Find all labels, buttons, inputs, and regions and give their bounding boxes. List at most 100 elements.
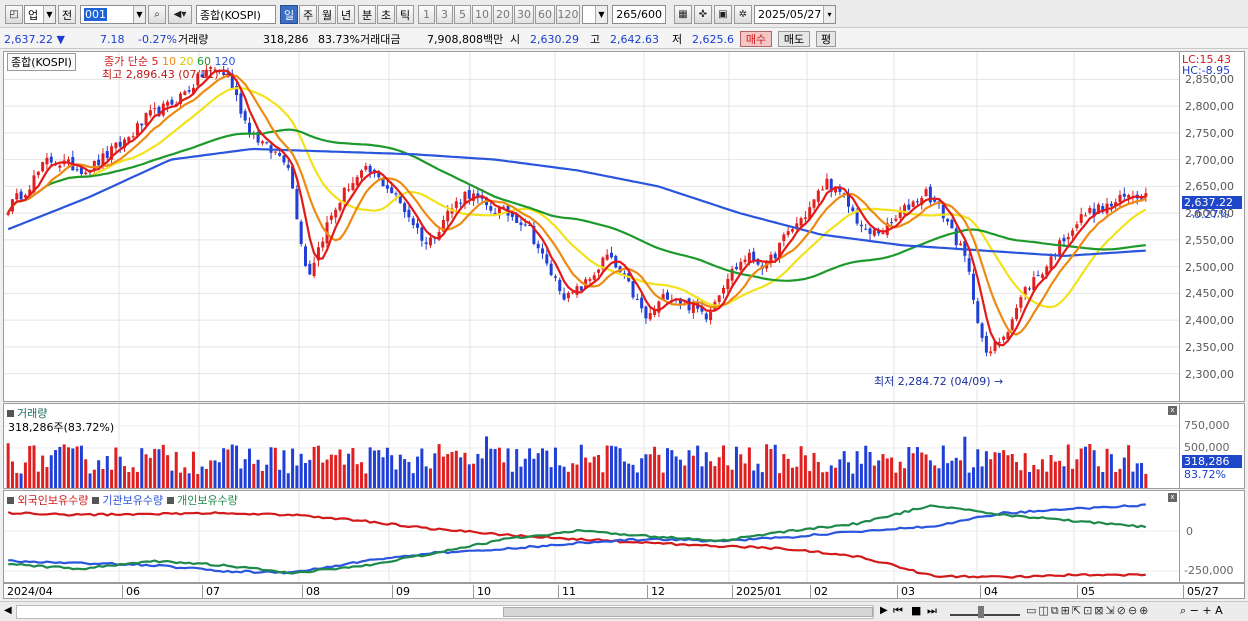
volume-bar <box>1053 461 1057 488</box>
close-pane-icon[interactable]: x <box>1168 493 1177 502</box>
zoom-in-icon[interactable]: + <box>1202 604 1212 617</box>
zoom-out-icon[interactable]: − <box>1189 604 1199 617</box>
speaker-icon[interactable]: ◀▾ <box>168 5 192 24</box>
volume-value: 318,286주(83.72%) <box>8 421 115 434</box>
candle-body <box>838 186 842 192</box>
interval-10[interactable]: 10 <box>472 5 492 24</box>
zoom-slider-handle[interactable] <box>978 606 984 618</box>
interval-1[interactable]: 1 <box>418 5 435 24</box>
window-menu-icon[interactable]: ◰ <box>5 5 23 24</box>
zoom-slider[interactable] <box>950 606 1020 618</box>
price-y-tick: 2,700,00 <box>1185 153 1234 167</box>
x-axis: 2024/04 06 07 08 09 10 11 12 2025/01 02 … <box>3 583 1245 599</box>
volume-bar <box>446 454 450 488</box>
volume-bar <box>437 444 441 488</box>
volume-bar <box>411 473 415 488</box>
interval-30[interactable]: 30 <box>514 5 534 24</box>
candle-body <box>204 69 208 77</box>
volume-bar <box>627 463 631 488</box>
volume-pane[interactable]: 거래량 318,286주(83.72%) x <box>3 403 1180 489</box>
candle-body <box>424 242 428 245</box>
zoom-search-icon[interactable]: ⌕ <box>1180 604 1187 617</box>
ma10-line <box>7 74 1147 336</box>
interval-60[interactable]: 60 <box>535 5 555 24</box>
volume-last-pct: 83.72% <box>1184 468 1226 481</box>
scroll-thumb[interactable] <box>503 607 873 617</box>
volume-bar <box>308 459 312 488</box>
market-select[interactable]: 업 ▼ <box>24 5 56 24</box>
interval-3[interactable]: 3 <box>436 5 453 24</box>
high-label: 고 <box>590 33 601 46</box>
data-count-field[interactable]: 265/600 <box>612 5 666 24</box>
interval-custom-select[interactable]: ▼ <box>582 5 608 24</box>
first-page-icon[interactable]: ⏮ <box>893 604 903 617</box>
candle-body <box>58 165 62 168</box>
prev-button[interactable]: 전 <box>58 5 76 24</box>
volume-bar <box>803 455 807 488</box>
font-size-icon[interactable]: A <box>1215 604 1223 617</box>
scroll-track[interactable] <box>16 605 874 619</box>
interval-20[interactable]: 20 <box>493 5 513 24</box>
scroll-left-icon[interactable]: ◀ <box>4 605 12 616</box>
zoom-controls[interactable]: ⌕ − + A <box>1180 604 1223 618</box>
tab-week[interactable]: 주 <box>299 5 317 24</box>
volume-tick: 750,000 <box>1184 419 1230 432</box>
volume-bar <box>644 454 648 488</box>
save-icon[interactable]: ▣ <box>714 5 732 24</box>
sell-button[interactable]: 매도 <box>778 31 810 47</box>
main-toolbar: ◰ 업 ▼ 전 001 ▼ ⌕ ◀▾ 종합(KOSPI) 일 주 월 년 분 초… <box>0 0 1248 28</box>
tab-year[interactable]: 년 <box>337 5 355 24</box>
candle-body <box>665 292 669 300</box>
volume-title: 거래량 <box>7 405 47 421</box>
volume-bar <box>325 459 329 488</box>
crosshair-icon[interactable]: ✜ <box>694 5 712 24</box>
tab-second[interactable]: 초 <box>377 5 395 24</box>
scroll-right-icon[interactable]: ▶ <box>880 605 888 616</box>
candle-body <box>105 151 109 158</box>
candle-body <box>84 172 88 175</box>
volume-bar <box>846 462 850 488</box>
volume-bar <box>864 445 868 488</box>
candle-body <box>984 335 988 353</box>
last-page-icon[interactable]: ⏭ <box>927 604 937 617</box>
code-input[interactable]: 001 ▼ <box>80 5 146 24</box>
buy-button[interactable]: 매수 <box>740 31 772 47</box>
volume-bar <box>618 448 622 488</box>
price-chart-pane[interactable]: 종합(KOSPI) 종가 단순 5 10 20 60 120 최고 2,896.… <box>3 51 1180 402</box>
amount-value: 7,908,808백만 <box>427 33 504 46</box>
interval-5[interactable]: 5 <box>454 5 471 24</box>
volume-bar <box>859 463 863 488</box>
grid-tools-icon[interactable]: ▦ <box>674 5 692 24</box>
tab-tick[interactable]: 틱 <box>396 5 414 24</box>
volume-bar <box>1032 464 1036 488</box>
volume-bar <box>45 467 49 488</box>
holdings-pane[interactable]: 외국인보유수량 기관보유수량 개인보유수량 x <box>3 490 1180 583</box>
interval-120[interactable]: 120 <box>556 5 580 24</box>
volume-bar <box>653 446 657 488</box>
search-icon[interactable]: ⌕ <box>148 5 166 24</box>
tab-minute[interactable]: 분 <box>358 5 376 24</box>
tab-month[interactable]: 월 <box>318 5 336 24</box>
volume-bar <box>1105 448 1109 488</box>
candle-body <box>286 164 290 168</box>
volume-bar <box>872 465 876 488</box>
tab-day[interactable]: 일 <box>280 5 298 24</box>
candle-body <box>166 101 170 106</box>
stop-icon[interactable]: ■ <box>911 604 922 617</box>
close-pane-icon[interactable]: x <box>1168 406 1177 415</box>
candle-body <box>553 276 557 278</box>
tool-icons[interactable]: ▭◫⧉⊞⇱⊡⊠⇲⊘⊖⊕ <box>1026 604 1151 617</box>
volume-bar <box>454 450 458 488</box>
date-field[interactable]: 2025/05/27 ▾ <box>754 5 836 24</box>
volume-bar <box>700 466 704 488</box>
eval-button[interactable]: 평 <box>816 31 836 47</box>
volume-bar <box>321 462 325 488</box>
candle-body <box>756 259 760 265</box>
x-tick: 08 <box>302 585 320 598</box>
gear-icon[interactable]: ✲ <box>734 5 752 24</box>
volume-bar <box>661 472 665 488</box>
price-y-tick: 2,500,00 <box>1185 260 1234 274</box>
last-price-tag: 2,637.22 <box>1182 196 1242 209</box>
volume-bar <box>1140 462 1144 488</box>
volume-bar <box>265 464 269 488</box>
